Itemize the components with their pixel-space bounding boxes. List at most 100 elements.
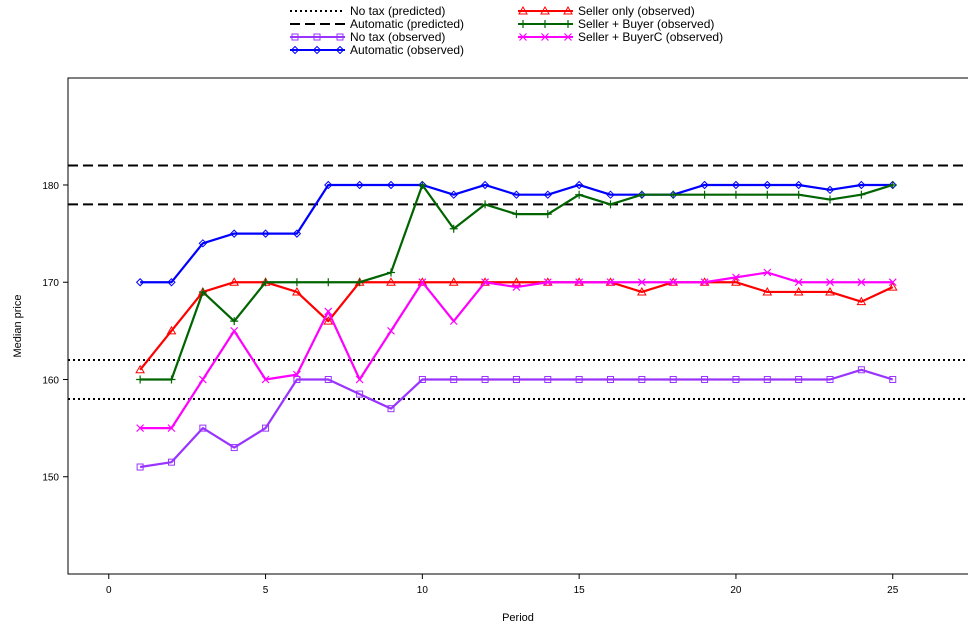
legend-marker: [519, 33, 527, 41]
data-point: [167, 424, 176, 433]
x-axis-label: Period: [502, 612, 534, 624]
legend-label: Automatic (observed): [350, 43, 464, 57]
data-point: [700, 190, 709, 199]
data-point: [763, 190, 772, 199]
data-point: [763, 375, 771, 383]
legend-marker: [541, 20, 549, 28]
data-point: [732, 375, 740, 383]
data-point: [481, 375, 489, 383]
series-line: [140, 183, 893, 284]
data-point: [857, 180, 866, 190]
data-point: [448, 277, 459, 286]
legend-item: Seller + BuyerC (observed): [518, 30, 723, 44]
data-point: [512, 283, 521, 292]
data-point: [793, 286, 804, 296]
data-point: [731, 180, 741, 190]
data-point: [669, 190, 678, 199]
y-axis: 150 160 170 180: [42, 181, 68, 484]
legend-item: Seller only (observed): [518, 4, 695, 18]
data-point: [762, 286, 773, 296]
data-point: [198, 287, 207, 296]
legend-marker: [564, 33, 572, 41]
data-point: [135, 364, 145, 374]
x-tick-label: 25: [887, 585, 899, 596]
data-point: [230, 317, 239, 326]
legend-marker: [312, 45, 322, 55]
data-point: [324, 180, 333, 190]
data-point: [262, 424, 270, 432]
data-point: [575, 278, 584, 287]
series-line: [140, 271, 893, 430]
data-point: [731, 190, 740, 199]
data-point: [826, 278, 834, 287]
series-5: [136, 268, 897, 433]
legend-label: Automatic (predicted): [350, 17, 464, 31]
series-layer: [135, 180, 898, 471]
data-point: [701, 375, 709, 383]
legend-marker: [313, 33, 321, 41]
data-point: [261, 375, 270, 384]
data-point: [857, 366, 865, 374]
data-point: [637, 278, 646, 287]
data-point: [732, 273, 740, 282]
data-point: [794, 180, 803, 190]
data-point: [481, 278, 489, 287]
data-point: [229, 277, 240, 286]
legend-marker: [564, 20, 572, 28]
legend-label: Seller only (observed): [578, 4, 695, 18]
x-tick-label: 20: [730, 585, 742, 596]
series-1: [136, 366, 897, 471]
data-point: [324, 278, 333, 287]
data-point: [825, 286, 835, 296]
legend-item: Seller + Buyer (observed): [518, 17, 714, 31]
data-point: [386, 277, 396, 286]
x-axis: 0 5 10 15 20 25: [106, 574, 899, 596]
data-point: [731, 277, 741, 286]
data-point: [889, 375, 897, 383]
data-point: [135, 278, 145, 287]
y-tick-label: 160: [42, 375, 59, 386]
data-point: [638, 375, 646, 383]
data-point: [543, 278, 552, 287]
legend-label: Seller + Buyer (observed): [578, 17, 714, 31]
data-point: [763, 180, 772, 190]
data-point: [356, 390, 364, 398]
series-4: [136, 180, 897, 384]
y-axis-label: Median price: [12, 295, 24, 358]
data-point: [261, 229, 270, 238]
data-point: [480, 180, 490, 190]
data-point: [449, 224, 458, 233]
data-point: [700, 180, 709, 190]
data-point: [794, 190, 803, 199]
legend: No tax (predicted)Automatic (predicted)N…: [290, 4, 723, 57]
data-point: [888, 180, 897, 189]
data-point: [292, 278, 301, 287]
x-tick-label: 5: [263, 585, 269, 596]
data-point: [511, 277, 522, 286]
data-point: [136, 424, 145, 433]
legend-item: Automatic (observed): [290, 43, 464, 57]
x-tick-label: 15: [574, 585, 586, 596]
data-point: [763, 268, 772, 277]
y-tick-label: 150: [42, 473, 59, 484]
data-point: [229, 229, 239, 238]
data-point: [292, 229, 302, 238]
data-point: [230, 444, 238, 452]
data-point: [198, 239, 208, 248]
data-point: [669, 375, 677, 383]
data-point: [230, 326, 239, 335]
data-point: [544, 375, 552, 383]
series-3: [135, 277, 898, 374]
data-point: [543, 190, 552, 199]
data-point: [700, 278, 709, 287]
data-point: [794, 278, 803, 287]
legend-item: No tax (predicted): [290, 4, 445, 18]
data-point: [606, 200, 615, 209]
data-point: [324, 375, 332, 383]
data-point: [512, 375, 520, 383]
data-point: [198, 375, 207, 384]
data-point: [166, 325, 177, 335]
data-point: [324, 307, 333, 316]
data-point: [574, 180, 584, 190]
